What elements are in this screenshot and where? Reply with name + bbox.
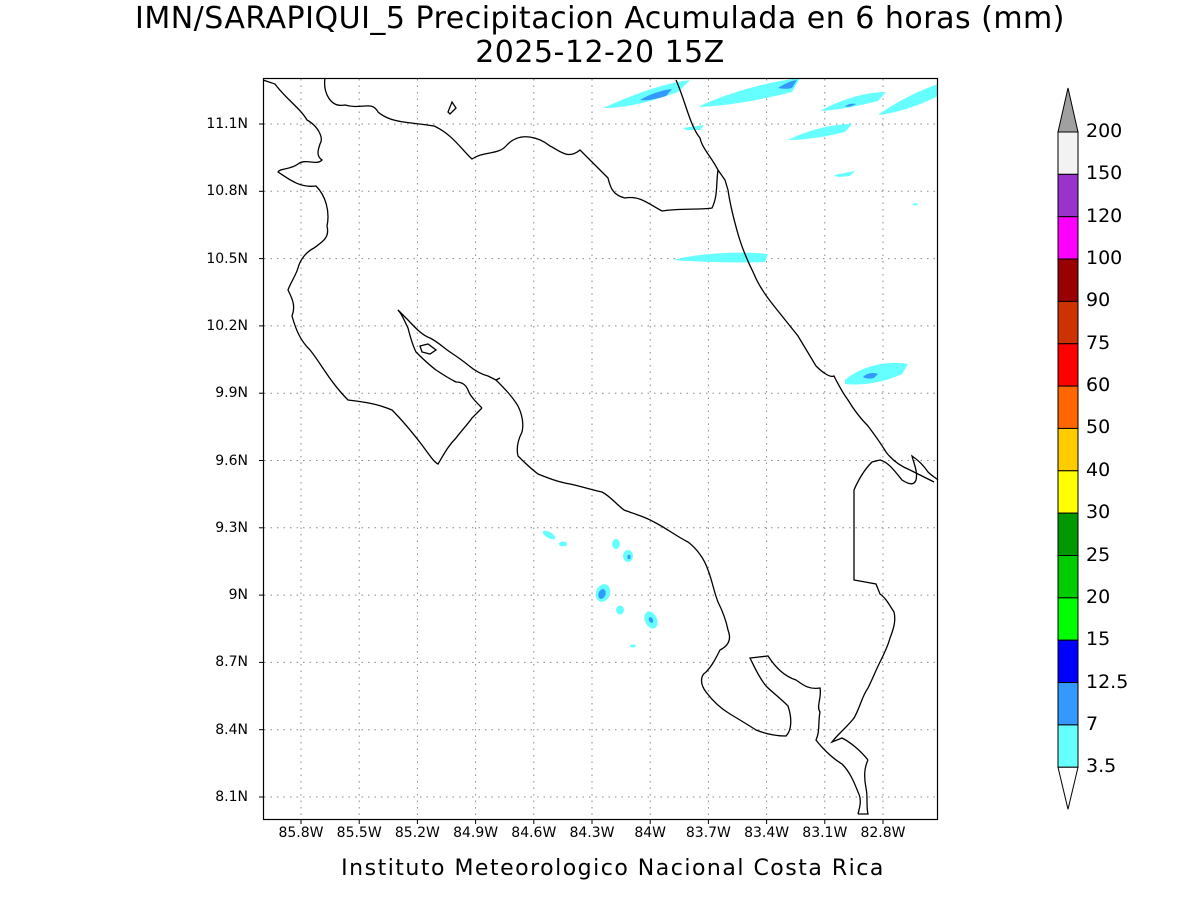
colorbar-swatch — [1057, 216, 1079, 260]
lat-tick-label: 10.8N — [206, 183, 248, 200]
colorbar-swatch — [1057, 682, 1079, 726]
colorbar-swatch — [1057, 300, 1079, 345]
colorbar-label: 12.5 — [1086, 670, 1129, 693]
colorbar-label: 30 — [1086, 501, 1111, 524]
lon-tick-label: 85.8W — [278, 825, 324, 841]
colorbar-swatch — [1057, 639, 1079, 684]
precip-area-pacific-cells — [542, 530, 658, 648]
colorbar-swatch — [1057, 343, 1079, 387]
map-frame — [262, 77, 939, 821]
colorbar-label: 75 — [1086, 331, 1111, 354]
colorbar-swatch — [1057, 512, 1079, 557]
colorbar-swatch — [1057, 173, 1079, 218]
colorbar-label: 50 — [1086, 416, 1111, 439]
colorbar-label: 25 — [1086, 543, 1111, 566]
footer-credit: Instituto Meteorologico Nacional Costa R… — [341, 856, 885, 881]
lat-tick-label: 9N — [228, 587, 248, 604]
colorbar-label: 60 — [1086, 374, 1111, 397]
precip-area-caribbean-north-4 — [834, 171, 918, 206]
lat-tick-label: 8.1N — [215, 789, 248, 805]
colorbar-label: 200 — [1086, 120, 1123, 142]
precip-area-caribbean-north-3 — [683, 84, 938, 140]
lat-tick-label: 9.3N — [215, 519, 248, 536]
lon-tick-label: 84.9W — [453, 825, 499, 841]
colorbar-label: 150 — [1086, 162, 1123, 185]
lon-tick-label: 83.4W — [744, 825, 790, 841]
colorbar-under-triangle — [1057, 766, 1079, 810]
colorbar-swatch — [1057, 258, 1079, 302]
colorbar-label: 3.5 — [1086, 755, 1117, 778]
lat-tick-label: 8.7N — [215, 654, 248, 671]
colorbar-swatch — [1057, 597, 1079, 641]
precip-area-limon-coast — [845, 362, 908, 385]
lat-tick-label: 9.9N — [215, 385, 248, 402]
precip-area-caribbean-north-2 — [698, 78, 800, 107]
colorbar-label: 120 — [1086, 204, 1123, 227]
coastline — [262, 77, 939, 815]
lat-tick-label: 11.1N — [206, 116, 248, 132]
lat-tick-label: 10.2N — [206, 317, 248, 334]
colorbar-over-triangle — [1057, 87, 1079, 133]
colorbar-label: 40 — [1086, 458, 1111, 481]
colorbar-swatch — [1057, 555, 1079, 599]
colorbar-label: 100 — [1086, 247, 1123, 270]
colorbar-label: 20 — [1086, 585, 1111, 608]
precipitation-layer — [542, 78, 938, 648]
lon-tick-label: 84.3W — [569, 825, 615, 841]
lon-tick-label: 83.7W — [685, 825, 731, 841]
map-gridlines — [259, 79, 937, 824]
precip-area-nicaragua-band — [673, 252, 768, 263]
lat-tick-label: 8.4N — [215, 721, 248, 738]
colorbar-label: 15 — [1086, 628, 1111, 651]
lat-tick-label: 10.5N — [206, 250, 248, 267]
colorbar-swatch — [1057, 427, 1079, 472]
lat-tick-label: 9.6N — [215, 452, 248, 469]
precip-area-caribbean-north-1 — [603, 80, 690, 108]
lon-tick-label: 83.1W — [802, 825, 848, 841]
lon-tick-label: 84.6W — [511, 825, 557, 841]
map-title: IMN/SARAPIQUI_5 Precipitacion Acumulada … — [135, 1, 1065, 36]
lon-tick-label: 85.5W — [336, 825, 382, 841]
colorbar-swatch — [1057, 724, 1079, 768]
lon-tick-label: 84W — [634, 825, 667, 841]
colorbar-swatch — [1057, 131, 1079, 175]
colorbar-swatch — [1057, 470, 1079, 514]
lon-tick-label: 82.8W — [860, 825, 906, 841]
colorbar — [1057, 87, 1079, 810]
colorbar-label: 90 — [1086, 289, 1111, 312]
map-datetime: 2025-12-20 15Z — [475, 35, 725, 70]
colorbar-label: 7 — [1086, 712, 1099, 735]
lon-tick-label: 85.2W — [394, 825, 440, 841]
colorbar-swatch — [1057, 385, 1079, 429]
